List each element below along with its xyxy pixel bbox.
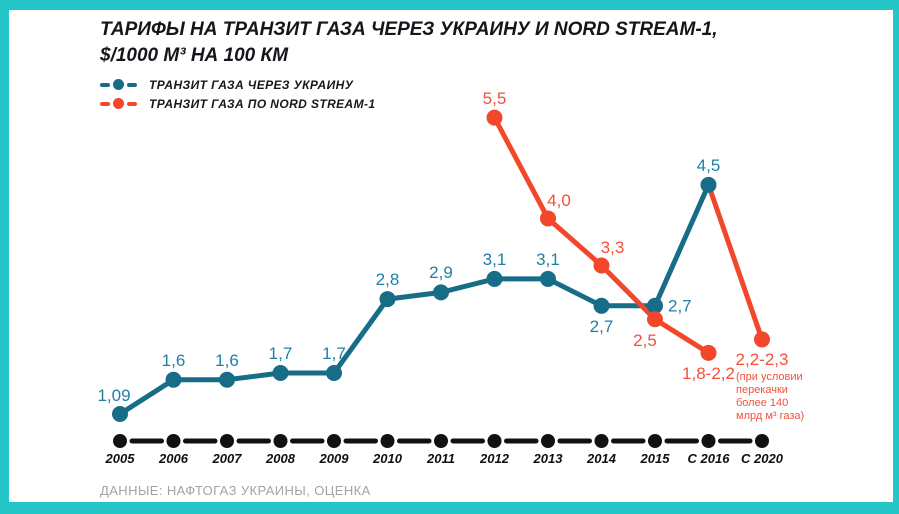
data-point-ukraine-2007 bbox=[219, 371, 235, 388]
forecast-line-2020 bbox=[706, 184, 765, 341]
line-dot-marker-ukraine-icon bbox=[100, 79, 137, 90]
axis-tick-dot-2006 bbox=[166, 434, 181, 448]
forecast-condition-note: (при условии перекачки более 140 млрд м³… bbox=[736, 371, 805, 422]
x-axis-label-2011: 2011 bbox=[427, 451, 455, 466]
legend-dot bbox=[113, 98, 124, 109]
data-point-nord-stream-2015 bbox=[647, 311, 663, 328]
axis-tick-dot-2005 bbox=[113, 434, 127, 448]
axis-tick-dot-2010 bbox=[380, 434, 395, 448]
series-line-ukraine bbox=[118, 183, 711, 417]
data-point-ukraine-2008 bbox=[272, 365, 289, 382]
value-label-ukraine-С 2016: 4,5 bbox=[696, 155, 721, 175]
legend-item-nord-stream: ТРАНЗИТ ГАЗА ПО NORD STREAM-1 bbox=[100, 94, 376, 113]
data-point-nord-stream-2013 bbox=[540, 210, 556, 227]
legend-line-segment bbox=[100, 101, 110, 106]
value-label-ukraine-2015: 2,7 bbox=[668, 296, 692, 316]
axis-tick-dot-С 2016 bbox=[701, 434, 716, 448]
chart-title-line2: $/1000 М³ НА 100 КМ bbox=[100, 45, 289, 66]
source-note: ДАННЫЕ: НАФТОГАЗ УКРАИНЫ, ОЦЕНКА bbox=[100, 483, 371, 498]
axis-tick-dot-2008 bbox=[273, 434, 288, 448]
data-point-nord-stream-2012 bbox=[486, 109, 503, 126]
value-label-ukraine-2010: 2,8 bbox=[375, 270, 400, 290]
x-axis-label-2012: 2012 bbox=[480, 451, 509, 466]
x-axis-label-С 2016: С 2016 bbox=[687, 451, 730, 466]
value-label-forecast-2020: 2,2-2,3 bbox=[735, 350, 789, 370]
x-axis-label-С 2020: С 2020 bbox=[741, 451, 783, 466]
value-label-nord-stream-С 2016: 1,8-2,2 bbox=[682, 363, 735, 383]
data-point-nord-stream-2014 bbox=[593, 257, 610, 274]
data-point-ukraine-2014 bbox=[593, 297, 610, 314]
x-axis-label-2008: 2008 bbox=[266, 451, 295, 466]
axis-tick-dot-2009 bbox=[327, 434, 341, 448]
legend: ТРАНЗИТ ГАЗА ЧЕРЕЗ УКРАИНУ ТРАНЗИТ ГАЗА … bbox=[100, 75, 376, 113]
line-dot-marker-nord-stream-icon bbox=[100, 98, 137, 109]
data-point-ukraine-2013 bbox=[540, 270, 556, 287]
data-point-ukraine-2006 bbox=[165, 371, 182, 388]
x-axis-label-2007: 2007 bbox=[212, 451, 242, 466]
x-axis-label-2010: 2010 bbox=[373, 451, 402, 466]
value-label-ukraine-2008: 1,7 bbox=[268, 344, 293, 363]
axis-tick-dot-С 2020 bbox=[755, 434, 769, 448]
value-label-ukraine-2007: 1,6 bbox=[215, 350, 239, 370]
value-label-nord-stream-2014: 3,3 bbox=[600, 238, 625, 258]
axis-tick-dot-2012 bbox=[487, 434, 502, 448]
value-label-ukraine-2012: 3,1 bbox=[482, 249, 507, 269]
axis-tick-dot-2011 bbox=[434, 434, 448, 448]
value-label-ukraine-2013: 3,1 bbox=[536, 249, 560, 269]
chart-title: ТАРИФЫ НА ТРАНЗИТ ГАЗА ЧЕРЕЗ УКРАИНУ И N… bbox=[100, 17, 718, 69]
axis-tick-dot-2014 bbox=[594, 434, 609, 448]
legend-line-segment bbox=[127, 101, 137, 106]
data-point-ukraine-2005 bbox=[112, 406, 128, 422]
legend-label-nord-stream: ТРАНЗИТ ГАЗА ПО NORD STREAM-1 bbox=[149, 96, 376, 111]
axis-tick-dot-2007 bbox=[220, 434, 234, 448]
legend-label-ukraine: ТРАНЗИТ ГАЗА ЧЕРЕЗ УКРАИНУ bbox=[149, 77, 354, 92]
value-label-ukraine-2006: 1,6 bbox=[161, 350, 186, 370]
x-axis-label-2006: 2006 bbox=[159, 451, 188, 466]
data-point-forecast-2020 bbox=[754, 331, 770, 348]
x-axis-label-2015: 2015 bbox=[640, 451, 670, 466]
data-point-ukraine-2012 bbox=[486, 270, 503, 287]
legend-line-segment bbox=[127, 82, 137, 87]
data-point-nord-stream-С 2016 bbox=[700, 344, 717, 361]
chart-title-line1: ТАРИФЫ НА ТРАНЗИТ ГАЗА ЧЕРЕЗ УКРАИНУ И N… bbox=[100, 19, 718, 40]
value-label-nord-stream-2012: 5,5 bbox=[482, 88, 507, 108]
value-label-ukraine-2005: 1,09 bbox=[97, 386, 131, 405]
value-label-ukraine-2011: 2,9 bbox=[429, 263, 453, 283]
data-point-ukraine-2009 bbox=[326, 365, 342, 382]
data-point-ukraine-2010 bbox=[379, 291, 396, 308]
data-point-ukraine-2011 bbox=[433, 284, 449, 301]
value-label-nord-stream-2013: 4,0 bbox=[547, 191, 571, 211]
legend-line-segment bbox=[100, 82, 110, 87]
value-label-nord-stream-2015: 2,5 bbox=[633, 331, 657, 351]
axis-tick-dot-2013 bbox=[541, 434, 555, 448]
data-point-ukraine-С 2016 bbox=[700, 176, 717, 193]
x-axis-label-2013: 2013 bbox=[533, 451, 563, 466]
value-label-ukraine-2014: 2,7 bbox=[589, 316, 614, 336]
x-axis-label-2014: 2014 bbox=[587, 451, 616, 466]
legend-dot bbox=[113, 79, 124, 90]
value-label-ukraine-2009: 1,7 bbox=[322, 344, 346, 363]
axis-tick-dot-2015 bbox=[648, 434, 662, 448]
legend-item-ukraine: ТРАНЗИТ ГАЗА ЧЕРЕЗ УКРАИНУ bbox=[100, 75, 376, 94]
data-point-ukraine-2015 bbox=[647, 297, 663, 314]
x-axis-label-2005: 2005 bbox=[105, 451, 135, 466]
x-axis-label-2009: 2009 bbox=[319, 451, 349, 466]
